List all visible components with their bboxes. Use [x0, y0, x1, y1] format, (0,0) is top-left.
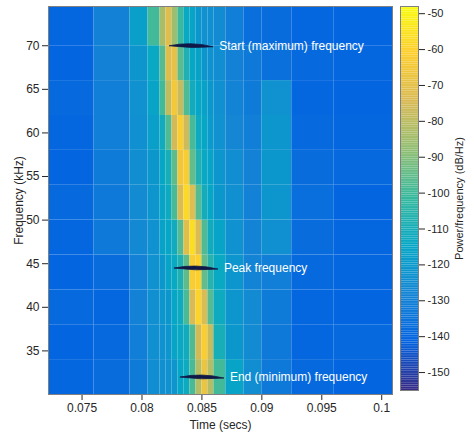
- svg-text:0.075: 0.075: [67, 401, 97, 415]
- svg-text:-90: -90: [428, 151, 444, 163]
- svg-text:-130: -130: [428, 294, 450, 306]
- svg-text:0.09: 0.09: [250, 401, 274, 415]
- svg-text:50: 50: [26, 213, 40, 227]
- svg-text:60: 60: [26, 126, 40, 140]
- svg-text:-150: -150: [428, 366, 450, 378]
- svg-text:-60: -60: [428, 43, 444, 55]
- svg-text:Start (maximum) frequency: Start (maximum) frequency: [219, 39, 364, 53]
- svg-text:-50: -50: [428, 7, 444, 19]
- svg-text:0.085: 0.085: [187, 401, 217, 415]
- svg-text:Frequency (kHz): Frequency (kHz): [12, 156, 26, 245]
- svg-text:End (minimum) frequency: End (minimum) frequency: [230, 370, 367, 384]
- svg-text:-70: -70: [428, 79, 444, 91]
- svg-text:35: 35: [26, 344, 40, 358]
- svg-text:70: 70: [26, 39, 40, 53]
- svg-text:65: 65: [26, 82, 40, 96]
- svg-text:-120: -120: [428, 258, 450, 270]
- svg-text:-140: -140: [428, 330, 450, 342]
- svg-text:55: 55: [26, 169, 40, 183]
- svg-text:0.095: 0.095: [307, 401, 337, 415]
- svg-text:-100: -100: [428, 187, 450, 199]
- svg-text:0.08: 0.08: [130, 401, 154, 415]
- svg-text:Power/frequency (dB/Hz): Power/frequency (dB/Hz): [453, 137, 465, 260]
- svg-text:Time (secs): Time (secs): [189, 418, 251, 432]
- svg-text:0.1: 0.1: [373, 401, 390, 415]
- svg-text:Peak frequency: Peak frequency: [224, 261, 307, 275]
- svg-text:-80: -80: [428, 115, 444, 127]
- svg-text:-110: -110: [428, 223, 449, 235]
- svg-text:40: 40: [26, 300, 40, 314]
- svg-text:45: 45: [26, 257, 40, 271]
